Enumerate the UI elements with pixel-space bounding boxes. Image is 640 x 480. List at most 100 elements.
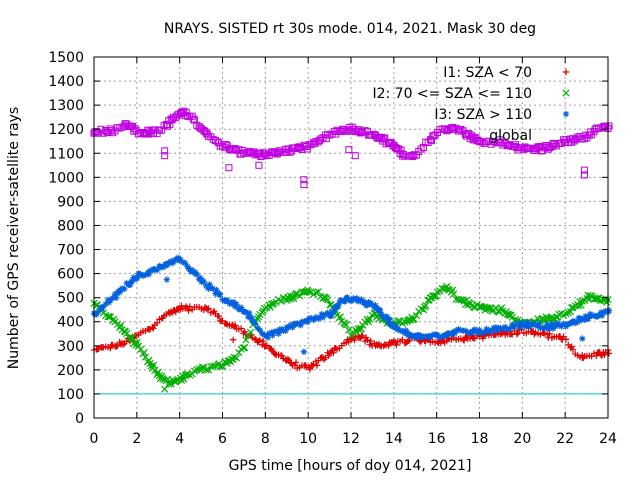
data-point [106,125,114,133]
y-tick-label: 900 [57,194,84,210]
data-point [348,123,356,131]
data-point [182,108,190,116]
data-point [202,366,210,374]
data-point [249,317,257,325]
data-point [478,138,486,146]
data-point [330,349,337,356]
data-point [359,332,366,340]
data-point [207,284,215,291]
data-point [188,266,196,274]
data-point [246,328,255,337]
data-point [114,342,121,350]
data-point [409,153,417,161]
data-point [270,328,278,336]
data-point [248,315,255,322]
data-point [137,271,144,278]
data-point [401,318,409,326]
data-point [116,289,123,296]
data-point [438,333,446,340]
data-point [492,304,500,312]
outliers [163,276,586,356]
data-point [295,292,304,300]
data-point [368,301,376,308]
data-point [322,135,330,143]
data-point [109,294,116,302]
data-point [569,346,577,353]
data-point [209,285,217,293]
data-point [344,294,351,301]
data-point [117,321,125,329]
data-point [198,363,207,371]
data-point [264,334,272,341]
data-point [422,301,430,310]
data-point [399,336,406,343]
data-point [338,128,346,136]
data-point [145,271,153,278]
data-point [336,299,343,307]
data-point [216,291,224,298]
data-point [228,298,236,306]
data-point [451,330,459,337]
y-tick-label: 300 [57,339,84,355]
data-point [164,261,171,269]
y-tick-label: 800 [57,218,84,234]
y-tick-label: 1000 [48,170,84,186]
y-axis-title: Number of GPS receiver-satellite rays [6,107,22,369]
data-point [487,328,495,335]
data-point [246,309,253,317]
data-point [271,350,279,358]
data-point [139,272,147,280]
data-point [601,351,608,359]
data-point [193,271,200,278]
data-point [284,324,292,331]
data-point [260,304,269,313]
data-point [116,124,124,132]
data-point [151,266,158,273]
data-point [185,307,192,314]
data-point [452,327,460,334]
data-point [292,289,300,298]
x-tick-label: 8 [261,431,270,447]
data-point [142,271,149,279]
data-point [345,326,353,334]
data-point [240,343,249,352]
data-point [95,308,102,315]
data-point [493,327,501,334]
data-point [562,336,570,343]
data-point [535,320,543,327]
y-tick-label: 1300 [48,98,84,114]
series-4 [90,107,613,161]
outliers [161,146,588,189]
data-point [222,141,230,149]
data-point [396,327,404,334]
data-point [404,337,412,345]
legend-marker [562,89,570,97]
data-point [582,312,589,320]
data-point [476,138,483,146]
data-point [350,295,357,302]
data-point [197,274,204,281]
data-point [256,336,264,344]
data-point [390,321,398,328]
data-point [457,125,465,133]
data-point [574,318,581,326]
data-point [282,327,289,335]
x-tick-label: 18 [471,431,489,447]
data-point [605,122,613,130]
data-point [517,323,524,331]
axes: 0 2 4 6 8 10 12 14 16 18 20 22 240100200300400500600… [48,50,617,447]
data-point [393,324,400,331]
data-point [357,325,366,333]
data-point [480,329,488,336]
data-point [260,337,267,345]
data-point [417,305,425,313]
data-point [233,301,240,308]
data-point [575,302,583,310]
data-point [364,336,371,344]
data-point [509,321,516,329]
data-point [222,320,230,327]
y-tick-label: 0 [75,411,84,427]
data-point [215,312,223,320]
data-point [518,319,525,326]
y-tick-label: 600 [57,267,84,283]
